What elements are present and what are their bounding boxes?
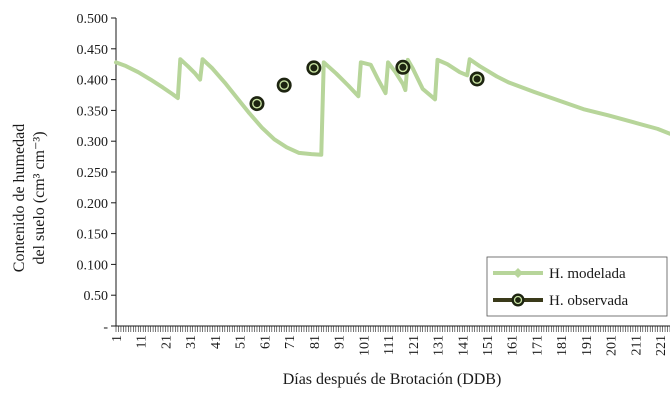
legend-modelada-label: H. modelada	[549, 266, 626, 282]
x-tick-label: 191	[580, 335, 595, 356]
x-tick-label: 1	[110, 335, 125, 342]
x-tick-label: 91	[333, 335, 348, 349]
y-tick-label: 0.400	[77, 74, 109, 89]
observed-point-ring	[279, 80, 290, 91]
observed-point-ring	[397, 62, 408, 73]
x-tick-label: 51	[234, 335, 249, 349]
x-minor-tick-group	[115, 326, 670, 332]
legend-observada-marker-ring	[513, 295, 523, 305]
y-tick-label: 0.150	[77, 228, 109, 243]
x-tick-label-group: 1 11 21 31 41 51 61 71 81 91 101 111 121 131 141 151 161…	[110, 335, 669, 356]
x-tick-label: 131	[432, 335, 447, 356]
y-tick-label: 0.250	[77, 166, 109, 181]
x-tick-label: 181	[555, 335, 570, 356]
x-tick-label: 221	[654, 335, 669, 356]
y-tick-label: 0.200	[77, 197, 109, 212]
x-tick-label: 141	[456, 335, 471, 356]
legend-observada-label: H. observada	[549, 293, 628, 309]
observed-point	[395, 59, 411, 75]
x-tick-label: 101	[357, 335, 372, 356]
observed-point	[306, 60, 322, 76]
y-tick-label: 0.500	[77, 12, 109, 27]
y-axis-title-line-2: del suelo (cm³ cm⁻³)	[31, 131, 48, 264]
x-tick-label: 201	[605, 335, 620, 356]
legend-modelada-marker	[513, 268, 523, 278]
y-tick-label: 0.300	[77, 135, 109, 150]
x-tick-label: 211	[629, 335, 644, 355]
x-tick-label: 121	[407, 335, 422, 356]
x-tick-label: 81	[308, 335, 323, 349]
y-tick-label: -	[103, 320, 108, 335]
x-tick-label: 11	[135, 335, 150, 348]
y-axis-title-line-1: Contenido de humedad	[11, 124, 28, 272]
x-tick-label: 31	[184, 335, 199, 349]
y-tick-label: 0.350	[77, 104, 109, 119]
x-tick-label: 161	[506, 335, 521, 356]
legend-observada-marker	[511, 293, 525, 307]
y-tick-group: 0.500 0.450 0.400 0.350 0.300 0.250 0.200 0.150…	[77, 12, 116, 335]
observed-point	[469, 71, 485, 87]
x-tick-label: 111	[382, 335, 397, 355]
series-modelada-line	[114, 57, 670, 157]
x-axis-title: Días después de Brotación (DDB)	[283, 371, 502, 388]
x-tick-label: 151	[481, 335, 496, 356]
series-layer	[114, 57, 670, 157]
observed-point-ring	[472, 74, 482, 84]
observed-point	[276, 77, 292, 93]
x-tick-label: 21	[159, 335, 174, 349]
observed-point-ring	[252, 98, 262, 109]
y-tick-label: 0.450	[77, 43, 109, 58]
x-tick-label: 41	[209, 335, 224, 349]
y-tick-label: 0.50	[84, 289, 109, 304]
legend: H. modelada H. observada	[486, 256, 668, 317]
x-tick-label: 61	[258, 335, 273, 349]
x-axis: 1 11 21 31 41 51 61 71 81 91 101 111 121 131 141 151 161…	[110, 325, 670, 356]
x-tick-label: 171	[530, 335, 545, 356]
y-tick-label: 0.100	[77, 258, 109, 273]
x-tick-label: 71	[283, 335, 298, 349]
y-axis: 0.500 0.450 0.400 0.350 0.300 0.250 0.200 0.150…	[77, 12, 117, 335]
observed-point	[249, 96, 265, 112]
observed-point-ring	[308, 62, 319, 73]
